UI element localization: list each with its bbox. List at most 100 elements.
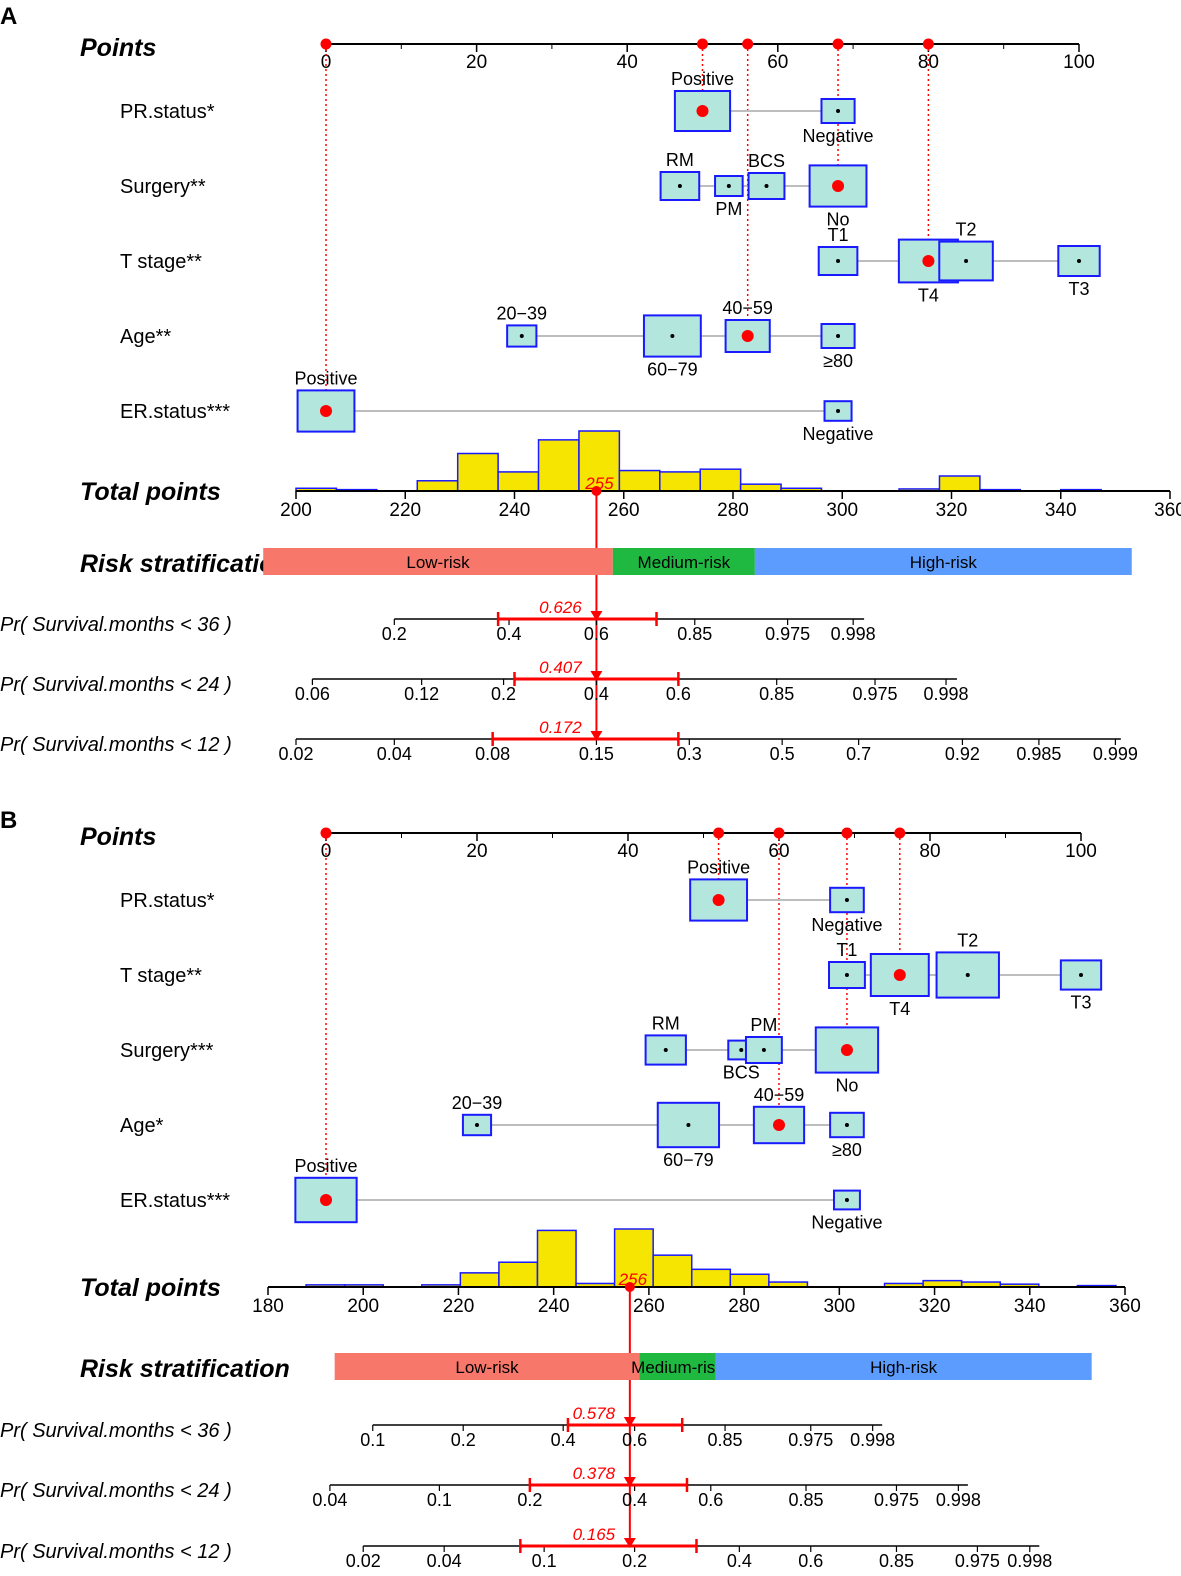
probability-value-label: 0.578 (573, 1404, 616, 1423)
risk-band-1 (612, 548, 755, 575)
histogram-bar (652, 1254, 693, 1288)
histogram-bar (537, 439, 580, 492)
variable-label: T stage** (120, 251, 202, 273)
level-label: 60−79 (647, 360, 698, 380)
level-label: T1 (828, 225, 849, 245)
total-points-tick-label: 260 (633, 1296, 665, 1317)
level-dot (739, 1048, 744, 1052)
level-dot (475, 1123, 479, 1127)
points-marker (320, 827, 332, 839)
probability-value-label: 0.407 (539, 658, 582, 677)
level-label: BCS (723, 1062, 760, 1082)
level-dot (844, 973, 849, 977)
probability-axis-label: Pr( Survival.months < 24 ) (0, 1480, 232, 1502)
probability-tick-label: 0.4 (551, 1430, 576, 1450)
level-dot (964, 259, 969, 263)
variable-label: ER.status*** (120, 401, 230, 423)
probability-tick-label: 0.975 (874, 1490, 919, 1510)
points-tick-label: 100 (1065, 841, 1097, 862)
panel-letter: B (0, 807, 17, 834)
points-marker (832, 38, 844, 50)
variable-label: Surgery*** (120, 1040, 214, 1062)
histogram-bar (578, 430, 621, 492)
probability-value-label: 0.378 (573, 1464, 616, 1483)
level-label: T4 (889, 999, 910, 1019)
level-dot (1077, 259, 1081, 263)
probability-tick-label: 0.2 (382, 624, 407, 644)
probability-value-arrow (623, 1538, 636, 1548)
histogram-bar (536, 1229, 577, 1288)
probability-tick-label: 0.85 (677, 624, 712, 644)
points-tick-label: 0 (321, 841, 332, 862)
points-tick-label: 40 (617, 52, 638, 73)
probability-axis-label: Pr( Survival.months < 36 ) (0, 1420, 232, 1442)
probability-tick-label: 0.04 (427, 1551, 462, 1571)
probability-tick-label: 0.04 (312, 1490, 347, 1510)
histogram-bar (459, 1272, 500, 1288)
points-marker (320, 38, 332, 50)
points-marker (922, 38, 934, 50)
probability-value-arrow (590, 611, 603, 621)
risk-band-label: Medium-risk (638, 553, 731, 572)
level-dot (836, 334, 841, 338)
probability-tick-label: 0.2 (517, 1490, 542, 1510)
probability-tick-label: 0.04 (377, 744, 412, 764)
risk-band-label: Low-risk (455, 1358, 519, 1377)
probability-tick-label: 0.5 (770, 744, 795, 764)
level-label: Negative (803, 126, 874, 146)
risk-band-2 (715, 1353, 1092, 1380)
probability-tick-label: 0.4 (584, 684, 609, 704)
histogram-bar (699, 468, 742, 492)
selected-level-marker (922, 255, 935, 267)
level-label: BCS (748, 151, 785, 171)
level-dot (677, 184, 682, 188)
variable-label: Age** (120, 326, 171, 348)
level-label: T2 (957, 930, 978, 950)
level-label: No (827, 210, 850, 230)
level-label: PM (715, 199, 742, 219)
total-points-tick-label: 180 (252, 1296, 284, 1317)
histogram-bar (456, 452, 499, 492)
level-label: Negative (803, 424, 874, 444)
selected-level-marker (893, 969, 906, 981)
histogram-bar (739, 483, 782, 492)
probability-tick-label: 0.998 (924, 684, 969, 704)
total-points-tick-label: 320 (919, 1296, 951, 1317)
selected-level-marker (320, 405, 332, 417)
panel-a: A Points 0 20 40 60 80 100 PR.status* Positive Neg… (0, 3, 1181, 764)
risk-band-label: High-risk (870, 1358, 938, 1377)
risk-band-label: Medium-risk (631, 1358, 724, 1377)
histogram-bar (613, 1228, 654, 1288)
total-points-tick-label: 360 (1109, 1296, 1141, 1317)
points-marker (773, 827, 785, 839)
probability-tick-label: 0.15 (579, 744, 614, 764)
histogram-bar (498, 1261, 539, 1288)
probability-value-label: 0.626 (539, 598, 582, 617)
probability-tick-label: 0.4 (622, 1490, 647, 1510)
level-dot (844, 1123, 849, 1127)
selected-level-marker (773, 1119, 785, 1131)
probability-tick-label: 0.2 (622, 1551, 647, 1571)
level-label: 40−59 (722, 298, 773, 318)
points-tick-label: 40 (617, 841, 638, 862)
level-label: T3 (1068, 279, 1089, 299)
total-points-tick-label: 320 (936, 500, 968, 521)
level-label: T3 (1070, 993, 1091, 1013)
level-dot (836, 259, 841, 263)
points-marker (697, 38, 708, 50)
probability-value-label: 0.172 (539, 718, 582, 737)
risk-band-0 (263, 548, 613, 575)
level-dot (1079, 973, 1083, 977)
total-value-label: 256 (618, 1270, 648, 1289)
level-dot (670, 334, 675, 338)
level-box (820, 323, 856, 349)
level-label: No (835, 1076, 858, 1096)
total-points-tick-label: 280 (728, 1296, 760, 1317)
variable-label: PR.status* (120, 101, 215, 123)
probability-tick-label: 0.6 (622, 1430, 647, 1450)
level-label: ≥80 (832, 1140, 862, 1160)
risk-band-label: Low-risk (406, 553, 470, 572)
probability-tick-label: 0.08 (475, 744, 510, 764)
total-value-marker (591, 486, 602, 496)
level-label: 20−39 (452, 1093, 503, 1113)
